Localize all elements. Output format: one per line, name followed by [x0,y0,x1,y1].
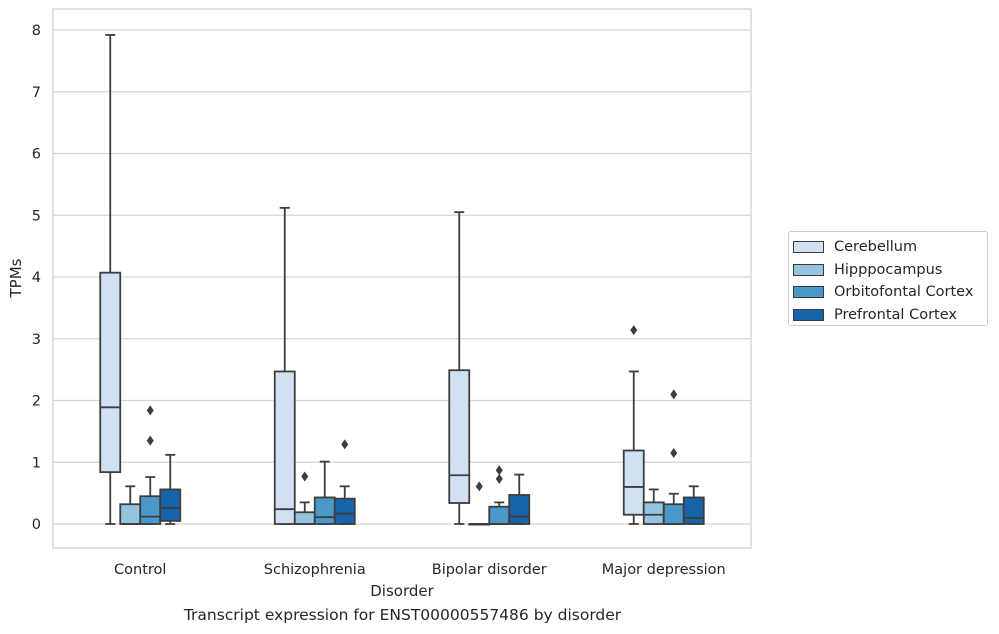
y-tick-label: 3 [32,332,41,348]
legend-item: Hipppocampus [793,259,987,282]
legend-swatch [793,263,824,276]
box [159,488,182,522]
x-tick-label: Control [114,562,166,578]
x-tick-label: Bipolar disorder [432,562,547,578]
legend-swatch [793,308,824,321]
box [682,496,705,525]
outlier-point [670,389,678,400]
outlier-point [146,435,154,446]
y-tick-label: 8 [32,23,41,39]
y-tick-label: 7 [32,85,41,101]
box [488,505,511,525]
plot-frame [52,8,752,549]
box [333,497,356,525]
box [293,511,316,525]
legend-label: Orbitofontal Cortex [834,284,974,301]
box [139,495,162,525]
y-tick-label: 2 [32,394,41,410]
x-tick-label: Major depression [602,562,726,578]
y-tick-label: 5 [32,208,41,224]
legend-swatch [793,286,824,299]
y-tick-labels: 0 1 2 3 4 5 6 7 8 [32,23,41,533]
box [622,449,645,516]
y-tick-label: 4 [32,270,41,286]
chart-caption: Transcript expression for ENST0000055748… [183,606,622,624]
legend: Cerebellum Hipppocampus Orbitofontal Corte… [788,231,988,326]
box [508,494,531,525]
legend-item: Prefrontal Cortex [793,304,987,327]
box [99,271,122,474]
grid-lines [53,29,751,525]
legend-label: Hipppocampus [834,261,943,278]
outlier-point [146,405,154,416]
box [119,503,142,525]
box-plots [99,34,705,526]
box [313,496,336,525]
legend-item: Cerebellum [793,236,987,259]
y-tick-label: 0 [32,517,41,533]
legend-label: Cerebellum [834,239,918,256]
x-tick-label: Schizophrenia [264,562,366,578]
outlier-point [475,481,483,492]
outlier-point [630,325,638,336]
y-tick-label: 1 [32,455,41,471]
box [273,370,296,525]
box [662,503,685,525]
x-tick-labels: Control Schizophrenia Bipolar disorder Majo… [114,562,726,578]
legend-item: Orbitofontal Cortex [793,281,987,304]
y-tick-label: 6 [32,147,41,163]
outlier-point [341,439,349,450]
legend-label: Prefrontal Cortex [834,306,957,323]
outlier-point [301,471,309,482]
box [448,369,471,504]
outlier-point [495,473,503,484]
y-axis-label: TPMs [7,258,25,298]
outlier-point [495,465,503,476]
box [642,501,665,525]
outlier-point [670,447,678,458]
x-axis-label: Disorder [370,582,434,600]
legend-swatch [793,241,824,254]
